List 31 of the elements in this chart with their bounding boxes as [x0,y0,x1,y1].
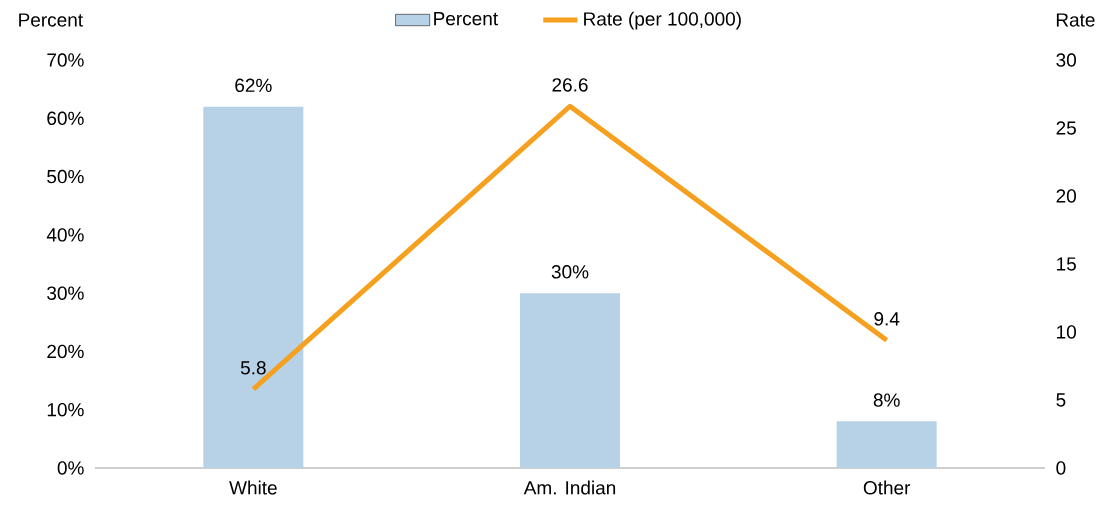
y2-tick-label: 5 [1056,393,1066,407]
x-tick-label: White [229,480,277,495]
y2-tick-label: 30 [1056,53,1076,67]
y-tick-label: 10% [47,402,84,417]
y2-tick-label: 10 [1057,325,1076,339]
y-tick-label: 70% [47,53,84,67]
y2-tick-label: 15 [1057,257,1076,271]
data-label: 8% [873,393,900,407]
y-tick-label: 50% [47,169,84,184]
bar [203,106,304,468]
data-label: 26.6 [552,78,588,92]
x-tick-label: Am. Indian [523,480,616,495]
data-label: 62% [235,78,272,93]
x-tick-label: Other [863,480,911,495]
y2-tick-label: 0 [1056,461,1066,475]
data-label: 5.8 [240,361,266,375]
bar [836,421,937,468]
y-tick-label: 20% [47,344,84,359]
data-label: 30% [551,265,589,279]
bar [520,293,621,468]
y-tick-label: 40% [46,228,84,242]
legend-label: Rate (per 100,000) [584,11,741,30]
y-tick-label: 60% [47,111,84,126]
y2-tick-label: 25 [1056,121,1076,135]
data-label: 9.4 [874,312,900,326]
y-tick-label: 30% [47,286,84,300]
legend-label: Percent [434,12,498,26]
y2-axis-title: Rate [1056,13,1095,27]
y2-tick-label: 20 [1056,189,1076,203]
y-axis-title: Percent [19,13,83,27]
y-tick-label: 0% [57,461,84,475]
